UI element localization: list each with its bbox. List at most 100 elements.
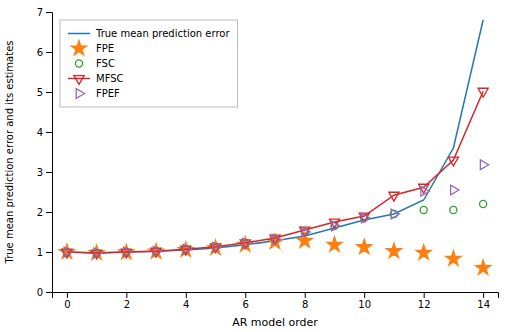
marker xyxy=(357,239,372,253)
tick-mark xyxy=(46,292,52,293)
plot: 0246810121401234567True mean prediction … xyxy=(37,7,499,310)
marker xyxy=(421,186,429,196)
tick-mark xyxy=(46,252,52,253)
legend-swatch xyxy=(68,33,90,35)
legend-label: FPE xyxy=(96,43,114,54)
tick-mark xyxy=(424,292,425,298)
marker xyxy=(302,227,310,237)
series-line xyxy=(67,91,483,253)
marker xyxy=(300,227,310,236)
marker xyxy=(478,88,488,97)
tick-label: 14 xyxy=(477,299,490,310)
tick-label: 5 xyxy=(37,87,43,98)
marker xyxy=(476,260,491,274)
tick: 10 xyxy=(358,292,371,310)
marker xyxy=(359,213,369,222)
axis-line xyxy=(46,13,53,293)
tick: 7 xyxy=(37,7,52,18)
chart: 0246810121401234567True mean prediction … xyxy=(0,0,512,332)
tick-label: 0 xyxy=(64,299,70,310)
tick: 8 xyxy=(302,292,308,310)
tick: 2 xyxy=(37,207,52,218)
tick-label: 4 xyxy=(37,127,43,138)
marker xyxy=(272,234,280,244)
marker xyxy=(213,242,221,252)
tick-mark xyxy=(46,92,52,93)
marker xyxy=(124,247,132,257)
legend-swatch xyxy=(71,41,86,55)
legend: True mean prediction error FPE FSC MFSC FPEF xyxy=(60,20,238,107)
legend-item: MFSC xyxy=(68,73,124,84)
marker xyxy=(94,248,102,258)
tick-mark xyxy=(46,12,52,13)
tick-mark xyxy=(186,292,187,298)
tick-mark xyxy=(67,292,68,298)
marker xyxy=(183,244,191,254)
marker xyxy=(448,157,458,166)
legend-item: FPEF xyxy=(76,88,120,99)
legend-swatch xyxy=(68,78,90,80)
marks xyxy=(59,20,490,274)
marker xyxy=(389,192,399,201)
tick: 2 xyxy=(124,292,130,310)
tick-label: 4 xyxy=(183,299,189,310)
marker xyxy=(450,206,457,213)
tick-label: 6 xyxy=(37,47,43,58)
legend-item: True mean prediction error xyxy=(68,28,230,39)
tick-mark xyxy=(364,292,365,298)
tick-label: 10 xyxy=(358,299,371,310)
tick: 5 xyxy=(37,87,52,98)
tick-mark xyxy=(305,292,306,298)
marker xyxy=(386,243,401,257)
tick-mark xyxy=(245,292,246,298)
tick-mark xyxy=(46,132,52,133)
legend-label: FSC xyxy=(96,58,115,69)
tick: 14 xyxy=(477,292,490,310)
tick-mark xyxy=(46,52,52,53)
tick-label: 0 xyxy=(37,287,43,298)
tick-label: 6 xyxy=(243,299,249,310)
x-axis: 0 2 4 6 8 10 12 14 xyxy=(53,292,499,310)
legend-label: FPEF xyxy=(96,88,120,99)
legend-swatch xyxy=(74,76,84,85)
tick-label: 2 xyxy=(124,299,130,310)
marker xyxy=(480,200,487,207)
marker xyxy=(153,246,161,256)
marker xyxy=(480,160,488,170)
marker xyxy=(416,245,431,259)
tick-mark xyxy=(46,172,52,173)
legend-swatch xyxy=(75,60,82,67)
marker xyxy=(446,251,461,265)
tick-label: 2 xyxy=(37,207,43,218)
marker xyxy=(391,209,399,219)
tick: 0 xyxy=(37,287,52,298)
tick-mark xyxy=(483,292,484,298)
x-axis-title: AR model order xyxy=(232,316,318,329)
marker xyxy=(59,244,74,258)
legend-item: FSC xyxy=(75,58,114,69)
marker xyxy=(270,235,280,244)
y-axis-title: True mean prediction error and its estim… xyxy=(4,41,15,265)
legend-swatch xyxy=(76,89,84,99)
tick-label: 3 xyxy=(37,167,43,178)
marker xyxy=(420,206,427,213)
tick: 4 xyxy=(183,292,189,310)
marker xyxy=(327,237,342,251)
marker xyxy=(361,213,369,223)
tick-label: 12 xyxy=(418,299,431,310)
marker xyxy=(332,221,340,231)
legend-box xyxy=(60,20,238,107)
legend-label: True mean prediction error xyxy=(95,28,230,39)
tick: 3 xyxy=(37,167,52,178)
tick: 1 xyxy=(37,247,52,258)
tick: 6 xyxy=(37,47,52,58)
tick-label: 8 xyxy=(302,299,308,310)
marker xyxy=(242,238,250,248)
y-axis: 0 1 2 3 4 5 6 7 xyxy=(37,7,53,298)
tick-mark xyxy=(46,212,52,213)
legend-item: FPE xyxy=(71,41,114,55)
legend-label: MFSC xyxy=(96,73,124,84)
tick: 6 xyxy=(243,292,249,310)
tick-mark xyxy=(126,292,127,298)
marker xyxy=(451,185,459,195)
